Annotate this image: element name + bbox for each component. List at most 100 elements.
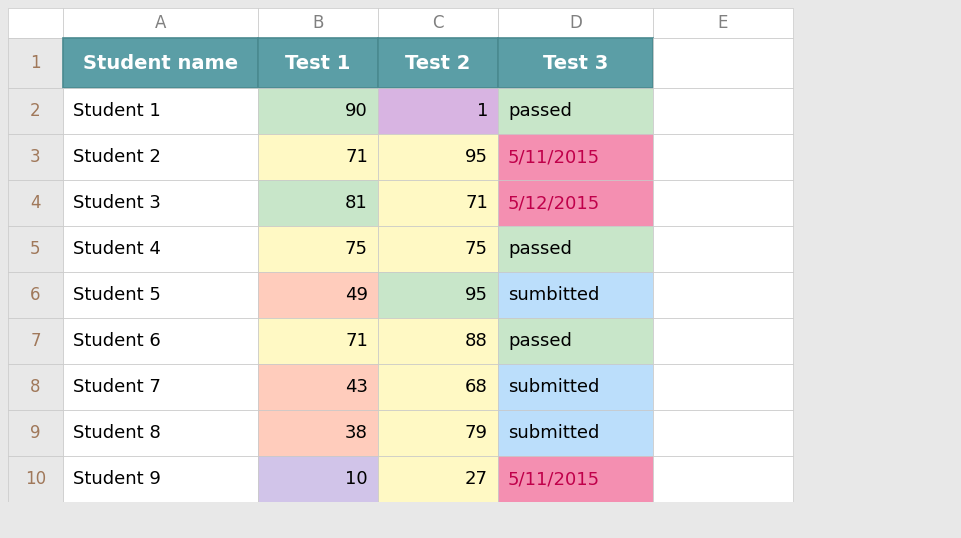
Text: Student 9: Student 9 [73,470,160,488]
Text: Student 6: Student 6 [73,332,160,350]
Text: 71: 71 [464,194,487,212]
Bar [653,88,792,134]
Text: 9: 9 [30,424,40,442]
Text: 1: 1 [476,102,487,120]
Text: D: D [569,14,581,32]
Text: 88: 88 [465,332,487,350]
Bar [258,134,378,180]
Text: submitted: submitted [507,378,599,396]
Bar [378,410,498,456]
Bar [498,38,653,88]
Text: Student name: Student name [83,53,237,73]
Bar [258,272,378,318]
Bar [378,38,498,88]
Bar [62,38,258,88]
Text: passed: passed [507,102,571,120]
Bar [498,226,653,272]
Bar [498,272,653,318]
Bar [8,226,62,272]
Bar [498,8,653,38]
Text: Student 4: Student 4 [73,240,160,258]
Bar [498,364,653,410]
Text: 95: 95 [464,286,487,304]
Bar [62,180,258,226]
Text: 49: 49 [345,286,368,304]
Bar [498,134,653,180]
Bar [378,456,498,502]
Text: 79: 79 [464,424,487,442]
Bar [62,318,258,364]
Bar [498,410,653,456]
Text: 8: 8 [30,378,40,396]
Bar [62,410,258,456]
Bar [62,8,258,38]
Bar [0,502,961,538]
Bar [8,410,62,456]
Bar [258,410,378,456]
Bar [378,226,498,272]
Text: sumbitted: sumbitted [507,286,599,304]
Text: 5/12/2015: 5/12/2015 [507,194,600,212]
Text: C: C [431,14,443,32]
Text: 7: 7 [30,332,40,350]
Bar [8,364,62,410]
Text: Student 7: Student 7 [73,378,160,396]
Text: 5/11/2015: 5/11/2015 [507,148,600,166]
Bar [258,180,378,226]
Bar [8,318,62,364]
Text: passed: passed [507,240,571,258]
Text: E: E [717,14,727,32]
Bar [62,134,258,180]
Bar [498,318,653,364]
Text: 2: 2 [30,102,40,120]
Bar [498,180,653,226]
Text: Student 1: Student 1 [73,102,160,120]
Bar [8,38,62,88]
Bar [378,364,498,410]
Text: 4: 4 [30,194,40,212]
Bar [62,272,258,318]
Text: Student 2: Student 2 [73,148,160,166]
Text: 38: 38 [345,424,368,442]
Bar [378,134,498,180]
Bar [258,8,378,38]
Text: 27: 27 [464,470,487,488]
Text: 5: 5 [30,240,40,258]
Text: 3: 3 [30,148,40,166]
Text: 90: 90 [345,102,368,120]
Bar [378,8,498,38]
Text: B: B [312,14,323,32]
Text: Test 3: Test 3 [542,53,607,73]
Text: Student 3: Student 3 [73,194,160,212]
Text: 43: 43 [345,378,368,396]
Bar [378,88,498,134]
Bar [8,134,62,180]
Bar [498,88,653,134]
Bar [498,456,653,502]
Text: Student 5: Student 5 [73,286,160,304]
Bar [653,38,792,88]
Bar [258,456,378,502]
Text: Test 1: Test 1 [285,53,351,73]
Bar [653,134,792,180]
Bar [8,456,62,502]
Text: 6: 6 [30,286,40,304]
Bar [653,226,792,272]
Bar [653,8,792,38]
Bar [62,88,258,134]
Text: Test 2: Test 2 [405,53,470,73]
Bar [8,180,62,226]
Text: 5/11/2015: 5/11/2015 [507,470,600,488]
Bar [653,272,792,318]
Bar [62,456,258,502]
Text: 1: 1 [30,54,40,72]
Bar [378,180,498,226]
Text: 75: 75 [345,240,368,258]
Bar [62,364,258,410]
Bar [258,88,378,134]
Bar [8,8,62,38]
Bar [258,364,378,410]
Bar [653,456,792,502]
Text: submitted: submitted [507,424,599,442]
Text: 10: 10 [25,470,46,488]
